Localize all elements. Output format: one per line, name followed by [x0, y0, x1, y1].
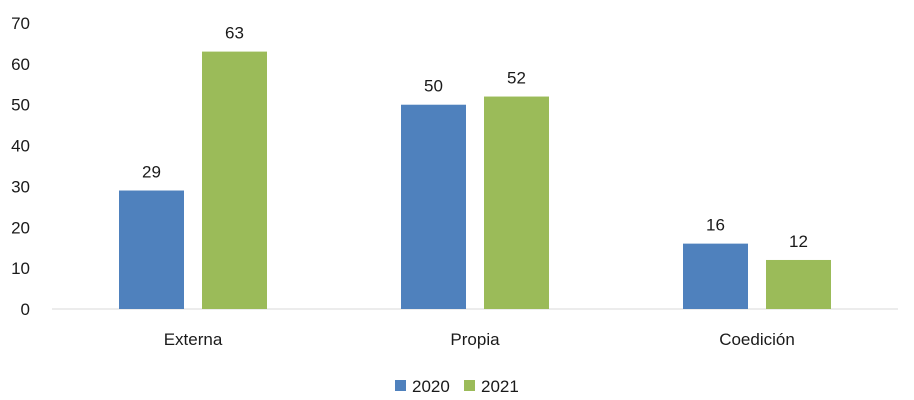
y-axis-ticks: 0 10 20 30 40 50 60 70	[11, 14, 30, 319]
bar-2020-Coedición	[683, 243, 748, 309]
bars	[119, 51, 831, 310]
category-label: Coedición	[719, 330, 795, 349]
bar-2020-Propia	[401, 104, 466, 309]
y-tick-label: 30	[11, 177, 30, 196]
data-labels: 29 63 50 52 16 12	[142, 24, 808, 251]
y-tick-label: 0	[21, 300, 30, 319]
bar-2021-Externa	[202, 51, 267, 309]
data-label: 52	[507, 69, 526, 88]
legend: 2020 2021	[395, 377, 519, 396]
y-tick-label: 10	[11, 259, 30, 278]
y-tick-label: 70	[11, 14, 30, 33]
data-label: 12	[789, 232, 808, 251]
y-tick-label: 60	[11, 55, 30, 74]
y-tick-label: 20	[11, 218, 30, 237]
data-label: 50	[424, 77, 443, 96]
legend-label: 2020	[412, 377, 450, 396]
y-tick-label: 50	[11, 96, 30, 115]
data-label: 16	[706, 216, 725, 235]
category-labels: Externa Propia Coedición	[164, 330, 795, 349]
data-label: 29	[142, 163, 161, 182]
bar-2020-Externa	[119, 190, 184, 309]
bar-2021-Propia	[484, 96, 549, 310]
category-label: Propia	[450, 330, 500, 349]
legend-swatch	[395, 380, 406, 391]
bar-2021-Coedición	[766, 259, 831, 309]
legend-label: 2021	[481, 377, 519, 396]
legend-swatch	[464, 380, 475, 391]
data-label: 63	[225, 24, 244, 43]
y-tick-label: 40	[11, 137, 30, 156]
category-label: Externa	[164, 330, 223, 349]
